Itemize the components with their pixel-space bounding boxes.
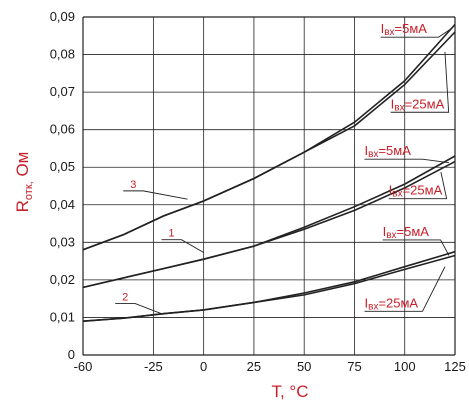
series-line-1 [82,160,456,289]
x-tick-label: 50 [297,359,311,374]
current-annotation: Iвх=25мА [391,96,445,113]
y-tick-label: 0,09 [50,9,75,24]
series-line-3 [82,31,456,251]
current-annotation-symbol: I [383,224,387,239]
series-line-2 [82,254,456,322]
y-tick-label: 0,04 [50,197,75,212]
y-tick-label: 0 [68,347,75,362]
current-annotation-leader [382,239,450,256]
y-tick-label: 0,01 [50,309,75,324]
curve-label-leader [123,190,188,200]
curve-labels: 3 1 2 [115,179,204,315]
y-tick-label: 0,06 [50,122,75,137]
x-tick-label: 25 [247,359,261,374]
current-annotation-subscript: вх [368,301,378,312]
current-annotation-value: =25мА [405,96,445,111]
current-annotation-leader [364,158,450,164]
current-annotation-leader [388,172,448,200]
x-tick-label: 100 [394,359,416,374]
current-annotation-symbol: I [389,183,393,198]
current-annotation-leader [390,51,450,113]
x-tick-label: 75 [347,359,361,374]
current-annotation-value: =25мА [378,295,418,310]
current-annotation-value: =5мА [395,21,428,36]
current-annotation-leader [380,27,454,38]
y-tick-label: 0,07 [50,84,75,99]
y-axis-title-sub: отк, [23,181,35,200]
y-tick-label: 0,08 [50,47,75,62]
curve-label: 3 [130,179,136,191]
curve-label: 2 [122,292,128,304]
y-tick-labels: 0 0,01 0,02 0,03 0,04 0,05 0,06 0,07 0,08 0,09 [50,9,75,362]
series-line-2 [82,250,456,322]
current-annotation-value: =5мА [397,224,430,239]
current-annotation-value: =25мА [403,183,443,198]
curve-label: 1 [168,228,174,240]
current-annotation: Iвх=5мА [365,143,412,160]
y-tick-label: 0,02 [50,272,75,287]
current-annotation-symbol: I [381,21,385,36]
current-annotation-symbol: I [391,96,395,111]
current-annotation-subscript: вх [394,102,404,113]
current-annotation-value: =5мА [378,143,411,158]
current-annotation-symbol: I [365,295,369,310]
x-tick-label: 125 [444,359,466,374]
curve-label-leader [161,239,204,253]
current-annotations: Iвх=5мАIвх=25мАIвх=5мАIвх=25мАIвх=5мАIвх… [364,21,454,312]
current-annotation: Iвх=5мА [381,21,428,38]
current-annotation: Iвх=25мА [365,295,419,312]
y-tick-label: 0,03 [50,234,75,249]
x-axis-title: T, °C [271,382,308,401]
y-tick-label: 0,05 [50,159,75,174]
series-group [82,23,456,322]
current-annotation-subscript: вх [368,149,378,160]
curve-label-leader [115,303,164,315]
y-axis-title-main: R [13,200,32,212]
current-annotation-subscript: вх [386,230,396,241]
x-tick-label: -25 [144,359,163,374]
grid [82,16,456,356]
series-line-3 [82,23,456,251]
current-annotation-symbol: I [365,143,369,158]
current-annotation: Iвх=25мА [389,183,443,200]
current-annotation-subscript: вх [384,27,394,38]
y-axis-title-unit: Ом [13,152,32,182]
current-annotation: Iвх=5мА [383,224,430,241]
x-tick-label: 0 [200,359,207,374]
x-tick-labels: -60 -25 0 25 50 75 100 125 [74,359,466,374]
y-axis-title: Rотк, Ом [13,152,35,213]
current-annotation-subscript: вх [392,189,402,200]
current-annotation-leader [364,266,446,312]
x-tick-label: -60 [74,359,93,374]
